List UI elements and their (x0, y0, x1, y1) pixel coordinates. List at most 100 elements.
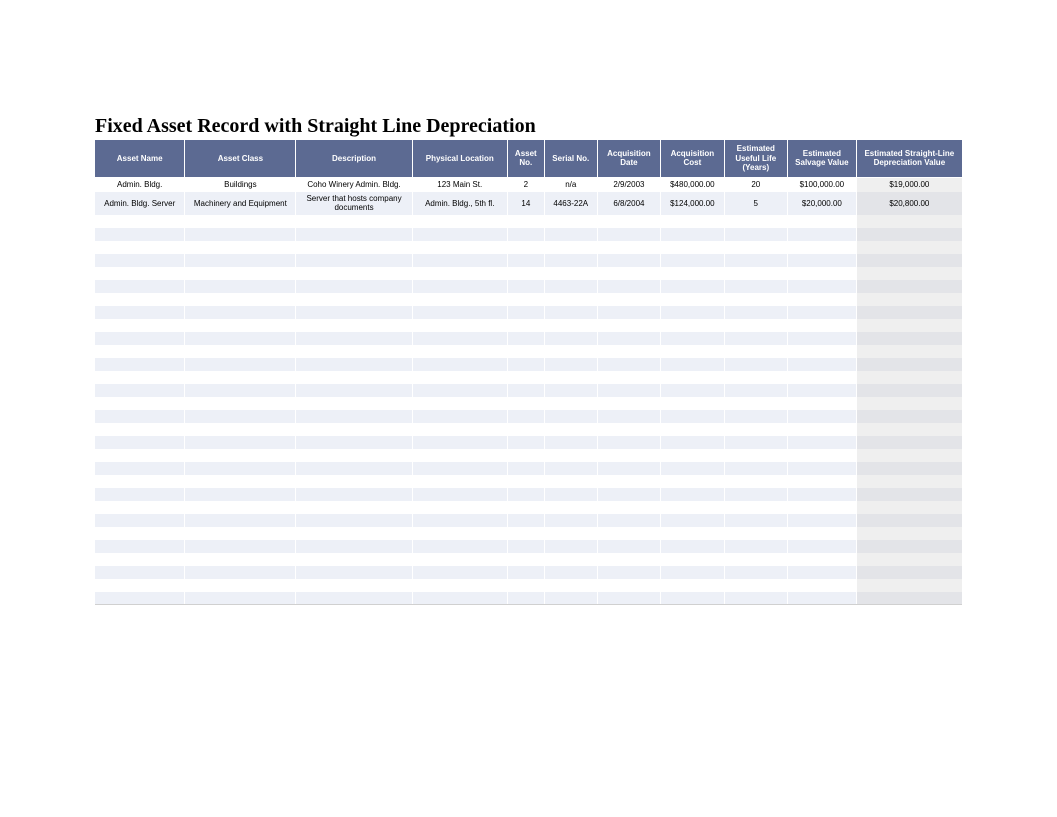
table-cell-empty (296, 566, 412, 579)
table-cell-empty (788, 306, 857, 319)
table-cell-empty (507, 462, 544, 475)
table-cell-empty (185, 592, 296, 605)
table-cell-empty (788, 410, 857, 423)
table-cell-empty (724, 241, 787, 254)
table-row-empty (95, 579, 962, 592)
table-cell: $20,000.00 (788, 192, 857, 214)
table-cell-empty (507, 254, 544, 267)
table-row-empty (95, 215, 962, 228)
table-row: Admin. Bldg. ServerMachinery and Equipme… (95, 192, 962, 214)
table-cell-empty (412, 501, 507, 514)
table-cell-empty (724, 267, 787, 280)
table-cell-empty (724, 423, 787, 436)
table-cell-empty (95, 228, 185, 241)
table-cell-empty (724, 306, 787, 319)
table-cell-empty (856, 280, 962, 293)
table-cell-empty (507, 540, 544, 553)
table-cell-empty (724, 592, 787, 605)
table-cell: 20 (724, 177, 787, 192)
table-cell: 2/9/2003 (597, 177, 660, 192)
table-row-empty (95, 488, 962, 501)
table-cell-empty (788, 501, 857, 514)
table-cell: $19,000.00 (856, 177, 962, 192)
table-cell-empty (296, 280, 412, 293)
table-row-empty (95, 241, 962, 254)
table-cell-empty (661, 553, 724, 566)
table-cell-empty (185, 540, 296, 553)
table-cell-empty (507, 449, 544, 462)
table-cell-empty (296, 540, 412, 553)
table-cell-empty (661, 319, 724, 332)
table-cell-empty (661, 241, 724, 254)
table-row-empty (95, 475, 962, 488)
table-cell-empty (296, 254, 412, 267)
table-cell-empty (788, 319, 857, 332)
table-cell-empty (544, 540, 597, 553)
table-cell-empty (412, 410, 507, 423)
table-cell-empty (507, 306, 544, 319)
table-cell-empty (856, 449, 962, 462)
table-cell-empty (507, 527, 544, 540)
table-cell-empty (597, 332, 660, 345)
table-cell-empty (856, 241, 962, 254)
table-cell-empty (95, 449, 185, 462)
col-header: Estimated Useful Life (Years) (724, 140, 787, 177)
table-cell-empty (185, 488, 296, 501)
table-cell-empty (412, 358, 507, 371)
table-cell: $480,000.00 (661, 177, 724, 192)
table-cell-empty (95, 254, 185, 267)
table-row-empty (95, 436, 962, 449)
table-cell-empty (185, 566, 296, 579)
table-cell-empty (412, 254, 507, 267)
table-cell-empty (724, 215, 787, 228)
table-cell-empty (412, 228, 507, 241)
table-cell-empty (856, 514, 962, 527)
table-cell-empty (597, 527, 660, 540)
table-cell-empty (856, 332, 962, 345)
table-cell-empty (296, 410, 412, 423)
table-cell-empty (544, 449, 597, 462)
table-row-empty (95, 228, 962, 241)
table-cell-empty (412, 488, 507, 501)
table-cell-empty (788, 423, 857, 436)
table-cell-empty (724, 397, 787, 410)
table-cell-empty (724, 566, 787, 579)
table-cell-empty (185, 228, 296, 241)
table-cell: n/a (544, 177, 597, 192)
table-cell-empty (597, 462, 660, 475)
table-cell-empty (296, 267, 412, 280)
table-cell-empty (296, 384, 412, 397)
table-cell-empty (296, 475, 412, 488)
table-cell-empty (507, 345, 544, 358)
col-header: Physical Location (412, 140, 507, 177)
table-cell-empty (597, 436, 660, 449)
table-cell-empty (597, 293, 660, 306)
table-cell-empty (95, 488, 185, 501)
col-header: Asset No. (507, 140, 544, 177)
table-cell-empty (856, 319, 962, 332)
table-header-row: Asset NameAsset ClassDescriptionPhysical… (95, 140, 962, 177)
table-row-empty (95, 397, 962, 410)
col-header: Asset Class (185, 140, 296, 177)
table-cell-empty (412, 293, 507, 306)
table-cell-empty (544, 254, 597, 267)
table-cell-empty (856, 566, 962, 579)
table-cell-empty (296, 501, 412, 514)
table-cell-empty (412, 462, 507, 475)
table-cell-empty (597, 566, 660, 579)
table-cell-empty (661, 384, 724, 397)
table-cell-empty (185, 345, 296, 358)
table-cell-empty (661, 514, 724, 527)
table-cell-empty (95, 566, 185, 579)
table-cell-empty (788, 592, 857, 605)
table-cell-empty (507, 358, 544, 371)
table-cell-empty (788, 527, 857, 540)
table-cell-empty (597, 423, 660, 436)
table-cell-empty (95, 553, 185, 566)
table-cell-empty (661, 449, 724, 462)
table-cell-empty (544, 306, 597, 319)
table-cell: 14 (507, 192, 544, 214)
table-cell-empty (95, 579, 185, 592)
table-cell-empty (412, 566, 507, 579)
table-cell-empty (661, 566, 724, 579)
